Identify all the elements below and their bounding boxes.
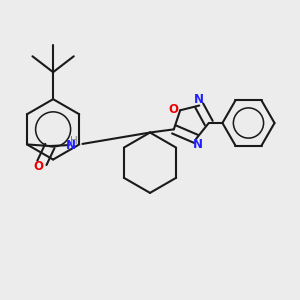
Text: N: N xyxy=(66,139,76,152)
Text: H: H xyxy=(70,136,78,146)
Text: N: N xyxy=(194,93,204,106)
Text: O: O xyxy=(34,160,44,173)
Text: N: N xyxy=(193,138,203,151)
Text: O: O xyxy=(168,103,178,116)
